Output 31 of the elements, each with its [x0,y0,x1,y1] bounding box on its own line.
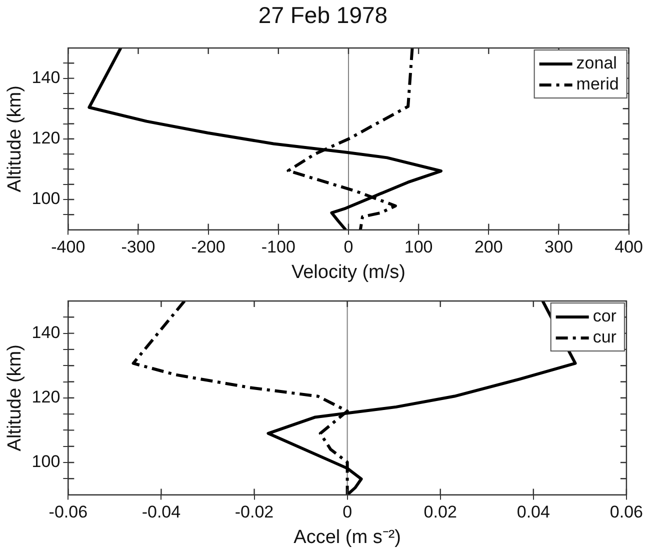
x-tick-label: 400 [614,238,644,257]
x-tick-label: 200 [474,238,503,257]
x-axis-title: Velocity (m/s) [291,262,406,283]
y-axis-title: Altitude (km) [4,86,26,192]
y-axis-title: Altitude (km) [4,344,26,452]
y-tick-label: 140 [32,68,60,87]
legend-label: zonal [576,54,617,73]
x-axis-title: Accel (m s⁻²) [294,526,401,548]
y-tick-label: 100 [32,452,60,472]
x-tick-label: -300 [121,238,156,257]
x-tick-label: -100 [261,238,296,257]
x-tick-label: 300 [544,238,573,257]
y-tick-label: 100 [32,189,60,208]
x-tick-label: -400 [51,238,86,257]
x-tick-label: 100 [404,238,433,257]
legend-label: merid [576,74,619,94]
y-tick-label: 120 [32,128,60,148]
x-tick-label: -0.04 [142,502,181,522]
chart-title: 27 Feb 1978 [257,2,389,29]
x-tick-label: 0 [342,502,352,522]
y-tick-label: 120 [32,388,60,407]
x-tick-label: 0.06 [610,502,644,522]
x-tick-label: 0 [344,238,354,257]
x-tick-label: -0.02 [234,502,274,522]
y-tick-label: 140 [32,322,60,342]
legend-label: cor [592,306,617,326]
x-tick-label: 0.04 [516,502,550,522]
legend-label: cur [592,328,617,347]
x-tick-label: -200 [191,238,226,257]
x-tick-label: 0.02 [424,502,457,522]
x-tick-label: -0.06 [48,502,88,522]
